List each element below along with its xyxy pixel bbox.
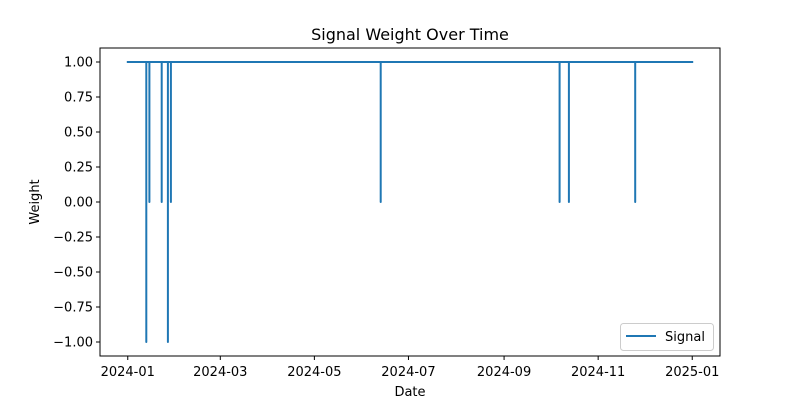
x-tick-label: 2024-11 (571, 365, 625, 380)
y-tick-label: 0.75 (64, 91, 93, 106)
y-tick-label: −1.00 (53, 336, 93, 351)
x-tick-label: 2024-03 (193, 365, 247, 380)
y-tick-label: −0.50 (53, 266, 93, 281)
y-tick-label: 0.00 (64, 196, 93, 211)
x-tick-label: 2024-09 (477, 365, 531, 380)
y-tick-label: 0.25 (64, 161, 93, 176)
y-axis: 1.00 0.75 0.50 0.25 0.00 −0.25 −0.50 −0.75 −1.00 (53, 56, 100, 351)
legend: Signal (620, 323, 714, 351)
series-line-signal (126, 61, 694, 343)
x-tick-label: 2024-07 (381, 365, 435, 380)
x-axis-label: Date (394, 385, 425, 400)
x-tick-label: 2025-01 (665, 365, 719, 380)
x-tick-label: 2024-01 (101, 365, 155, 380)
y-tick-label: 0.50 (64, 126, 93, 141)
x-axis: 2024-01 2024-03 2024-05 2024-07 2024-09 2024-… (101, 356, 719, 380)
y-tick-label: −0.25 (53, 231, 93, 246)
legend-label-signal: Signal (665, 330, 705, 345)
legend-box (620, 323, 714, 351)
y-tick-label: −0.75 (53, 301, 93, 316)
series-layer (126, 61, 694, 343)
y-axis-label: Weight (28, 179, 43, 224)
y-tick-label: 1.00 (64, 56, 93, 71)
chart-title: Signal Weight Over Time (311, 25, 509, 44)
x-tick-label: 2024-05 (287, 365, 341, 380)
